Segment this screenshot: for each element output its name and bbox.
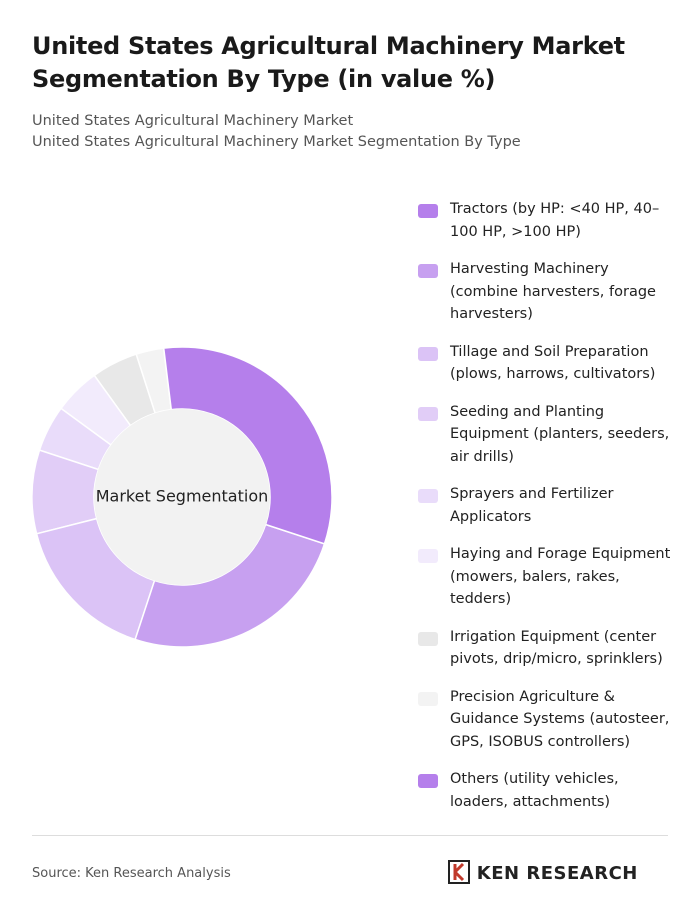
legend: Tractors (by HP: <40 HP, 40–100 HP, >100… (418, 198, 678, 828)
chart-title: United States Agricultural Machinery Mar… (32, 32, 625, 93)
subtitle: United States Agricultural Machinery Mar… (32, 134, 521, 150)
legend-label: Tillage and Soil Preparation (plows, har… (450, 343, 656, 383)
legend-label: Haying and Forage Equipment (mowers, bal… (450, 546, 671, 607)
logo-icon (448, 860, 470, 884)
logo-text: KEN RESEARCH (476, 863, 638, 884)
logo: KEN RESEARCH (448, 860, 638, 884)
legend-swatch (418, 204, 438, 218)
center-label: Market Segmentation (96, 487, 269, 506)
legend-item: Seeding and Planting Equipment (planters… (418, 401, 678, 469)
legend-label: Precision Agriculture & Guidance Systems… (450, 688, 670, 750)
legend-swatch (418, 264, 438, 278)
legend-item: Irrigation Equipment (center pivots, dri… (418, 626, 678, 671)
legend-label: Sprayers and Fertilizer Applicators (450, 486, 614, 525)
subtitle: United States Agricultural Machinery Mar… (32, 113, 354, 129)
divider (32, 835, 668, 836)
legend-item: Tillage and Soil Preparation (plows, har… (418, 341, 678, 386)
legend-label: Seeding and Planting Equipment (planters… (450, 403, 670, 465)
legend-item: Others (utility vehicles, loaders, attac… (418, 768, 678, 813)
legend-swatch (418, 774, 438, 788)
legend-swatch (418, 489, 438, 503)
legend-label: Harvesting Machinery (combine harvesters… (450, 261, 656, 322)
donut-chart: Market Segmentation (31, 346, 333, 648)
legend-swatch (418, 406, 438, 421)
legend-label: Others (utility vehicles, loaders, attac… (450, 771, 619, 810)
legend-label: Irrigation Equipment (center pivots, dri… (450, 628, 663, 668)
donut-slice (134, 523, 326, 648)
legend-swatch (418, 691, 438, 706)
legend-item: Tractors (by HP: <40 HP, 40–100 HP, >100… (418, 198, 678, 243)
donut-hole (94, 409, 270, 585)
legend-item: Haying and Forage Equipment (mowers, bal… (418, 543, 678, 611)
legend-item: Harvesting Machinery (combine harvesters… (418, 258, 678, 326)
legend-item: Sprayers and Fertilizer Applicators (418, 483, 678, 528)
legend-swatch (418, 631, 438, 646)
legend-swatch (418, 346, 438, 361)
legend-label: Tractors (by HP: <40 HP, 40–100 HP, >100… (450, 201, 660, 240)
source: Source: Ken Research Analysis (32, 866, 231, 881)
legend-swatch (418, 549, 438, 563)
legend-item: Precision Agriculture & Guidance Systems… (418, 686, 678, 754)
